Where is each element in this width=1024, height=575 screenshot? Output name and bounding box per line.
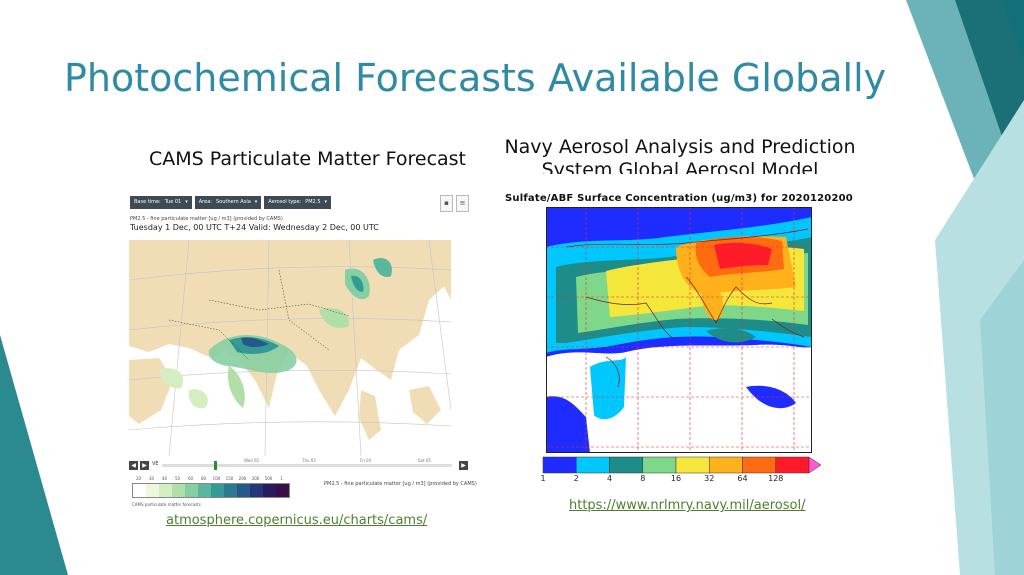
timeline-day: Wed 02: [244, 458, 260, 463]
dropdown-value: PM2.5: [305, 199, 321, 205]
timeline-next-icon[interactable]: ▶: [140, 461, 149, 470]
timeline-handle[interactable]: [214, 461, 217, 470]
cams-timeline: ◀ ▶ VE Wed 02 Thu 03 Fri 04 Sat 05 ▶: [129, 458, 469, 473]
navy-colorbar-swatch: [642, 456, 677, 474]
timeline-day: Thu 03: [302, 458, 316, 463]
cams-heading: CAMS Particulate Matter Forecast: [149, 148, 467, 170]
navy-sulfate-map: [546, 207, 812, 453]
navy-colorbar-swatch: [775, 456, 810, 474]
navy-link[interactable]: https://www.nrlmry.navy.mil/aerosol/: [569, 498, 806, 513]
timeline-label: VE: [152, 461, 159, 467]
dropdown-label: Aerosol type:: [268, 199, 302, 205]
cams-valid-time: Tuesday 1 Dec, 00 UTC T+24 Valid: Wednes…: [130, 223, 379, 232]
navy-colorbar-swatch: [709, 456, 743, 474]
cams-colorbar-tick: 40: [161, 476, 168, 481]
chevron-down-icon: ▾: [254, 199, 258, 205]
cams-colorbar-swatch: [146, 484, 159, 497]
cams-colorbar-swatch: [276, 484, 289, 497]
dropdown-value: Tue 01: [164, 199, 182, 205]
navy-colorbar-swatch: [576, 456, 610, 474]
cams-colorbar-tick: 150: [225, 476, 234, 481]
navy-colorbar-swatch: [742, 456, 776, 474]
cams-colorbar-swatch: [159, 484, 172, 497]
navy-colorbar-tick: 4: [606, 474, 613, 483]
navy-colorbar-tick: 64: [737, 474, 748, 483]
cams-colorbar-tick: 200: [238, 476, 247, 481]
cams-footer: CAMS particulate matter forecasts: [132, 502, 201, 507]
cams-pm25-map: [129, 240, 451, 456]
navy-colorbar-tick: 8: [640, 474, 646, 483]
navy-map-title: Sulfate/ABF Surface Concentration (ug/m3…: [505, 193, 853, 204]
navy-colorbar-swatch: [609, 456, 643, 474]
chevron-down-icon: ▾: [324, 199, 328, 205]
navy-colorbar-tick: 2: [573, 474, 579, 483]
cams-link[interactable]: atmosphere.copernicus.eu/charts/cams/: [166, 513, 428, 528]
cams-colorbar-ticks: 20 30 40 50 60 80 100 150 200 300 500 1: [132, 476, 288, 481]
cams-colorbar-note: PM2.5 - fine particulate matter [ug / m3…: [324, 481, 477, 487]
timeline-play-icon[interactable]: ▶: [459, 461, 468, 470]
navy-colorbar-swatch: [675, 456, 710, 474]
cams-colorbar-swatch: [237, 484, 250, 497]
navy-colorbar-swatch: [542, 456, 577, 474]
cams-colorbar-tick: 60: [187, 476, 194, 481]
cams-colorbar-swatch: [224, 484, 237, 497]
download-icon[interactable]: ▪: [440, 195, 453, 212]
cams-colorbar-tick: 30: [148, 476, 155, 481]
cams-colorbar: [132, 483, 290, 498]
base-time-dropdown[interactable]: Base time: Tue 01 ▾: [130, 196, 192, 209]
cams-colorbar-tick: 500: [264, 476, 273, 481]
cams-colorbar-swatch: [250, 484, 263, 497]
cams-toolbar: Base time: Tue 01 ▾ Area: Southern Asia …: [130, 196, 332, 209]
navy-colorbar: [542, 456, 821, 474]
slide-title: Photochemical Forecasts Available Global…: [64, 56, 887, 100]
info-icon[interactable]: ≡: [456, 195, 469, 212]
timeline-day: Sat 05: [418, 458, 431, 463]
chevron-down-icon: ▾: [185, 199, 188, 205]
navy-heading: Navy Aerosol Analysis and Prediction Sys…: [504, 136, 856, 174]
cams-colorbar-tick: 1: [280, 476, 283, 481]
cams-colorbar-tick: 50: [174, 476, 181, 481]
cams-view-buttons: ▪ ≡: [440, 195, 469, 212]
navy-colorbar-tick: 1: [540, 474, 546, 483]
cams-colorbar-swatch: [198, 484, 211, 497]
navy-colorbar-tick: 16: [670, 474, 682, 483]
navy-colorbar-tick: 32: [704, 474, 715, 483]
cams-colorbar-tick: 300: [251, 476, 260, 481]
navy-colorbar-tick: 128: [768, 474, 784, 483]
dropdown-label: Area:: [198, 199, 212, 205]
timeline-prev-icon[interactable]: ◀: [129, 461, 138, 470]
cams-colorbar-tick: 100: [212, 476, 221, 481]
cams-forecast-panel: Base time: Tue 01 ▾ Area: Southern Asia …: [129, 193, 477, 511]
navy-colorbar-ticks: 1 2 4 8 16 32 64 128: [540, 474, 821, 486]
timeline-slider[interactable]: Wed 02 Thu 03 Fri 04 Sat 05: [162, 458, 452, 470]
timeline-day: Fri 04: [360, 458, 372, 463]
cams-colorbar-tick: 80: [200, 476, 207, 481]
area-dropdown[interactable]: Area: Southern Asia ▾: [194, 196, 262, 209]
dropdown-label: Base time:: [134, 199, 161, 205]
cams-colorbar-swatch: [211, 484, 224, 497]
cams-colorbar-swatch: [172, 484, 185, 497]
dropdown-value: Southern Asia: [215, 199, 251, 205]
aerosol-type-dropdown[interactable]: Aerosol type: PM2.5 ▾: [264, 196, 332, 209]
navy-colorbar-extend: [808, 456, 821, 474]
cams-colorbar-tick: 20: [135, 476, 142, 481]
cams-colorbar-swatch: [263, 484, 276, 497]
cams-colorbar-swatch: [185, 484, 198, 497]
cams-variable-subtitle: PM2.5 - fine particulate matter [ug / m3…: [130, 216, 283, 222]
cams-colorbar-swatch: [133, 484, 146, 497]
